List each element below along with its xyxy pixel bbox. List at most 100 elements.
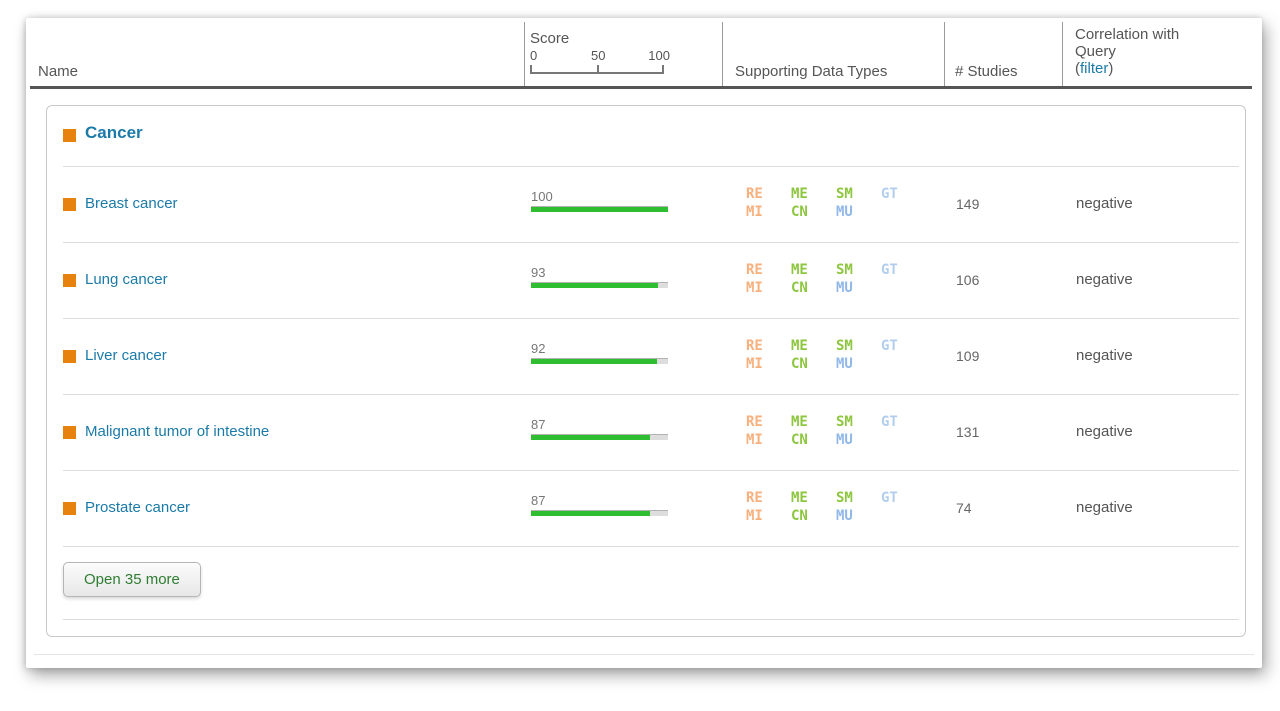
badge-me-icon: ME [791, 262, 808, 278]
badge-sm-icon: SM [836, 338, 853, 354]
data-type-badges: RE ME SM GT MI CN MU [746, 187, 926, 220]
category-square-icon [63, 350, 76, 363]
correlation-value: negative [1076, 499, 1133, 516]
badge-gt-icon: GT [881, 490, 898, 506]
studies-count: 74 [956, 500, 972, 516]
badge-gt-icon: GT [881, 338, 898, 354]
correlation-value: negative [1076, 195, 1133, 212]
studies-count: 109 [956, 348, 980, 364]
score-cell: 87 [531, 417, 668, 440]
score-value: 92 [531, 341, 668, 359]
badge-mi-icon: MI [746, 356, 763, 372]
row-name-link[interactable]: Prostate cancer [85, 499, 191, 516]
badge-gt-icon: GT [881, 414, 898, 430]
score-value: 87 [531, 493, 668, 511]
category-square-icon [63, 502, 76, 515]
badge-mu-icon: MU [836, 508, 853, 524]
score-axis: 0 50 100 [530, 48, 670, 74]
badge-cn-icon: CN [791, 432, 808, 448]
badge-re-icon: RE [746, 338, 763, 354]
row-name-link[interactable]: Breast cancer [85, 195, 178, 212]
results-window: Name Score 0 50 100 Supporting Data Type… [26, 18, 1262, 668]
badge-re-icon: RE [746, 262, 763, 278]
badge-re-icon: RE [746, 414, 763, 430]
badge-re-icon: RE [746, 490, 763, 506]
table-row: Lung cancer 93 RE ME SM GT MI CN MU 106 … [47, 243, 1245, 318]
score-value: 100 [531, 189, 668, 207]
badge-mu-icon: MU [836, 280, 853, 296]
badge-me-icon: ME [791, 186, 808, 202]
button-row: Open 35 more [47, 547, 1245, 619]
badge-mi-icon: MI [746, 432, 763, 448]
column-header-correlation: Correlation with Query (filter) [1075, 26, 1180, 77]
score-bar [531, 511, 668, 516]
score-tick-50: 50 [591, 48, 606, 63]
column-header-name: Name [38, 63, 79, 80]
correlation-value: negative [1076, 271, 1133, 288]
correlation-value: negative [1076, 423, 1133, 440]
badge-gt-icon: GT [881, 186, 898, 202]
header-underline [30, 86, 1252, 89]
badge-mu-icon: MU [836, 204, 853, 220]
row-divider [63, 166, 1239, 167]
column-header-score: Score 0 50 100 [530, 30, 670, 74]
badge-mu-icon: MU [836, 356, 853, 372]
category-square-icon [63, 198, 76, 211]
table-row: Malignant tumor of intestine 87 RE ME SM… [47, 395, 1245, 470]
badge-mi-icon: MI [746, 280, 763, 296]
row-divider [63, 394, 1239, 395]
score-cell: 93 [531, 265, 668, 288]
row-name-link[interactable]: Liver cancer [85, 347, 167, 364]
row-divider [63, 619, 1239, 620]
row-divider [63, 546, 1239, 547]
badge-sm-icon: SM [836, 490, 853, 506]
filter-link[interactable]: filter [1080, 60, 1109, 77]
table-row: Prostate cancer 87 RE ME SM GT MI CN MU … [47, 471, 1245, 546]
score-value: 93 [531, 265, 668, 283]
table-row: Breast cancer 100 RE ME SM GT MI CN MU 1… [47, 167, 1245, 242]
group-label[interactable]: Cancer [85, 123, 143, 142]
data-type-badges: RE ME SM GT MI CN MU [746, 263, 926, 296]
badge-me-icon: ME [791, 414, 808, 430]
studies-count: 131 [956, 424, 980, 440]
row-divider [63, 242, 1239, 243]
row-name-link[interactable]: Lung cancer [85, 271, 168, 288]
badge-sm-icon: SM [836, 414, 853, 430]
badge-mu-icon: MU [836, 432, 853, 448]
row-divider [63, 470, 1239, 471]
column-divider [722, 22, 723, 86]
badge-me-icon: ME [791, 338, 808, 354]
badge-mi-icon: MI [746, 508, 763, 524]
badge-mi-icon: MI [746, 204, 763, 220]
badge-gt-icon: GT [881, 262, 898, 278]
table-row: Liver cancer 92 RE ME SM GT MI CN MU 109… [47, 319, 1245, 394]
panel-footer [47, 620, 1245, 636]
score-cell: 100 [531, 189, 668, 212]
column-divider [1062, 22, 1063, 86]
score-cell: 87 [531, 493, 668, 516]
studies-count: 149 [956, 196, 980, 212]
category-square-icon [63, 129, 76, 142]
category-square-icon [63, 426, 76, 439]
category-square-icon [63, 274, 76, 287]
data-type-badges: RE ME SM GT MI CN MU [746, 415, 926, 448]
data-type-badges: RE ME SM GT MI CN MU [746, 491, 926, 524]
data-type-badges: RE ME SM GT MI CN MU [746, 339, 926, 372]
column-divider [524, 22, 525, 86]
badge-re-icon: RE [746, 186, 763, 202]
column-header-data-types: Supporting Data Types [735, 63, 888, 80]
page-bottom-divider [34, 654, 1254, 655]
score-ruler [530, 65, 664, 74]
score-cell: 92 [531, 341, 668, 364]
score-bar [531, 435, 668, 440]
open-more-button[interactable]: Open 35 more [63, 562, 201, 597]
badge-cn-icon: CN [791, 204, 808, 220]
badge-sm-icon: SM [836, 186, 853, 202]
badge-me-icon: ME [791, 490, 808, 506]
results-panel: Cancer Breast cancer 100 RE ME SM GT MI … [46, 105, 1246, 637]
table-header: Name Score 0 50 100 Supporting Data Type… [26, 18, 1262, 86]
row-name-link[interactable]: Malignant tumor of intestine [85, 423, 270, 440]
score-tick-0: 0 [530, 48, 538, 63]
score-bar [531, 207, 668, 212]
badge-sm-icon: SM [836, 262, 853, 278]
